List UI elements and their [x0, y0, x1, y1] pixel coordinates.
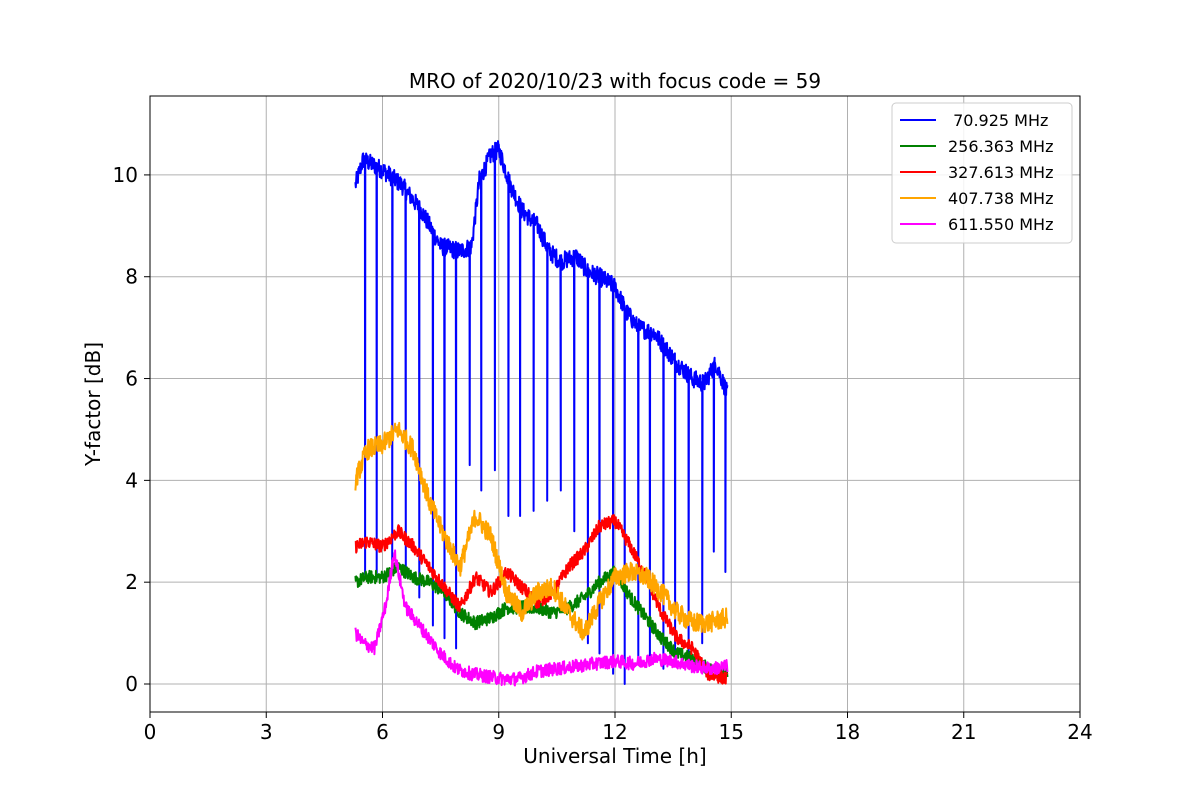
- y-axis-label: Y-factor [dB]: [81, 342, 105, 467]
- y-tick-label: 6: [125, 367, 138, 391]
- chart-title: MRO of 2020/10/23 with focus code = 59: [409, 69, 821, 93]
- legend-box: [891, 102, 1073, 244]
- legend-label: 70.925 MHz: [948, 111, 1048, 130]
- legend-label: 256.363 MHz: [948, 137, 1053, 156]
- legend-label: 407.738 MHz: [948, 189, 1053, 208]
- x-tick-label: 15: [719, 720, 744, 744]
- plot-frame: [149, 95, 1081, 713]
- series-line-611-550-mhz: [354, 549, 729, 687]
- x-tick-label: 12: [602, 720, 627, 744]
- x-tick-label: 24: [1067, 720, 1092, 744]
- x-tick-label: 6: [376, 720, 389, 744]
- y-tick-label: 2: [125, 570, 138, 594]
- x-tick-label: 0: [144, 720, 157, 744]
- series-line-407-738-mhz: [354, 421, 729, 641]
- series-group: [354, 140, 729, 687]
- legend-label: 327.613 MHz: [948, 163, 1053, 182]
- series-line-256-363-mhz: [354, 561, 729, 680]
- y-tick-label: 4: [125, 468, 138, 492]
- grid-lines: [149, 96, 1081, 712]
- legend-label: 611.550 MHz: [948, 215, 1053, 234]
- x-tick-label: 18: [835, 720, 860, 744]
- x-axis-label: Universal Time [h]: [523, 744, 706, 768]
- legend: 70.925 MHz 256.363 MHz 327.613 MHz 407.738 …: [891, 102, 1073, 244]
- series-line-70-925-mhz: [354, 140, 729, 685]
- x-tick-label: 9: [492, 720, 505, 744]
- x-tick-label: 21: [951, 720, 976, 744]
- y-tick-label: 10: [113, 163, 138, 187]
- y-tick-label: 0: [125, 672, 138, 696]
- x-tick-label: 3: [260, 720, 273, 744]
- y-tick-label: 8: [125, 265, 138, 289]
